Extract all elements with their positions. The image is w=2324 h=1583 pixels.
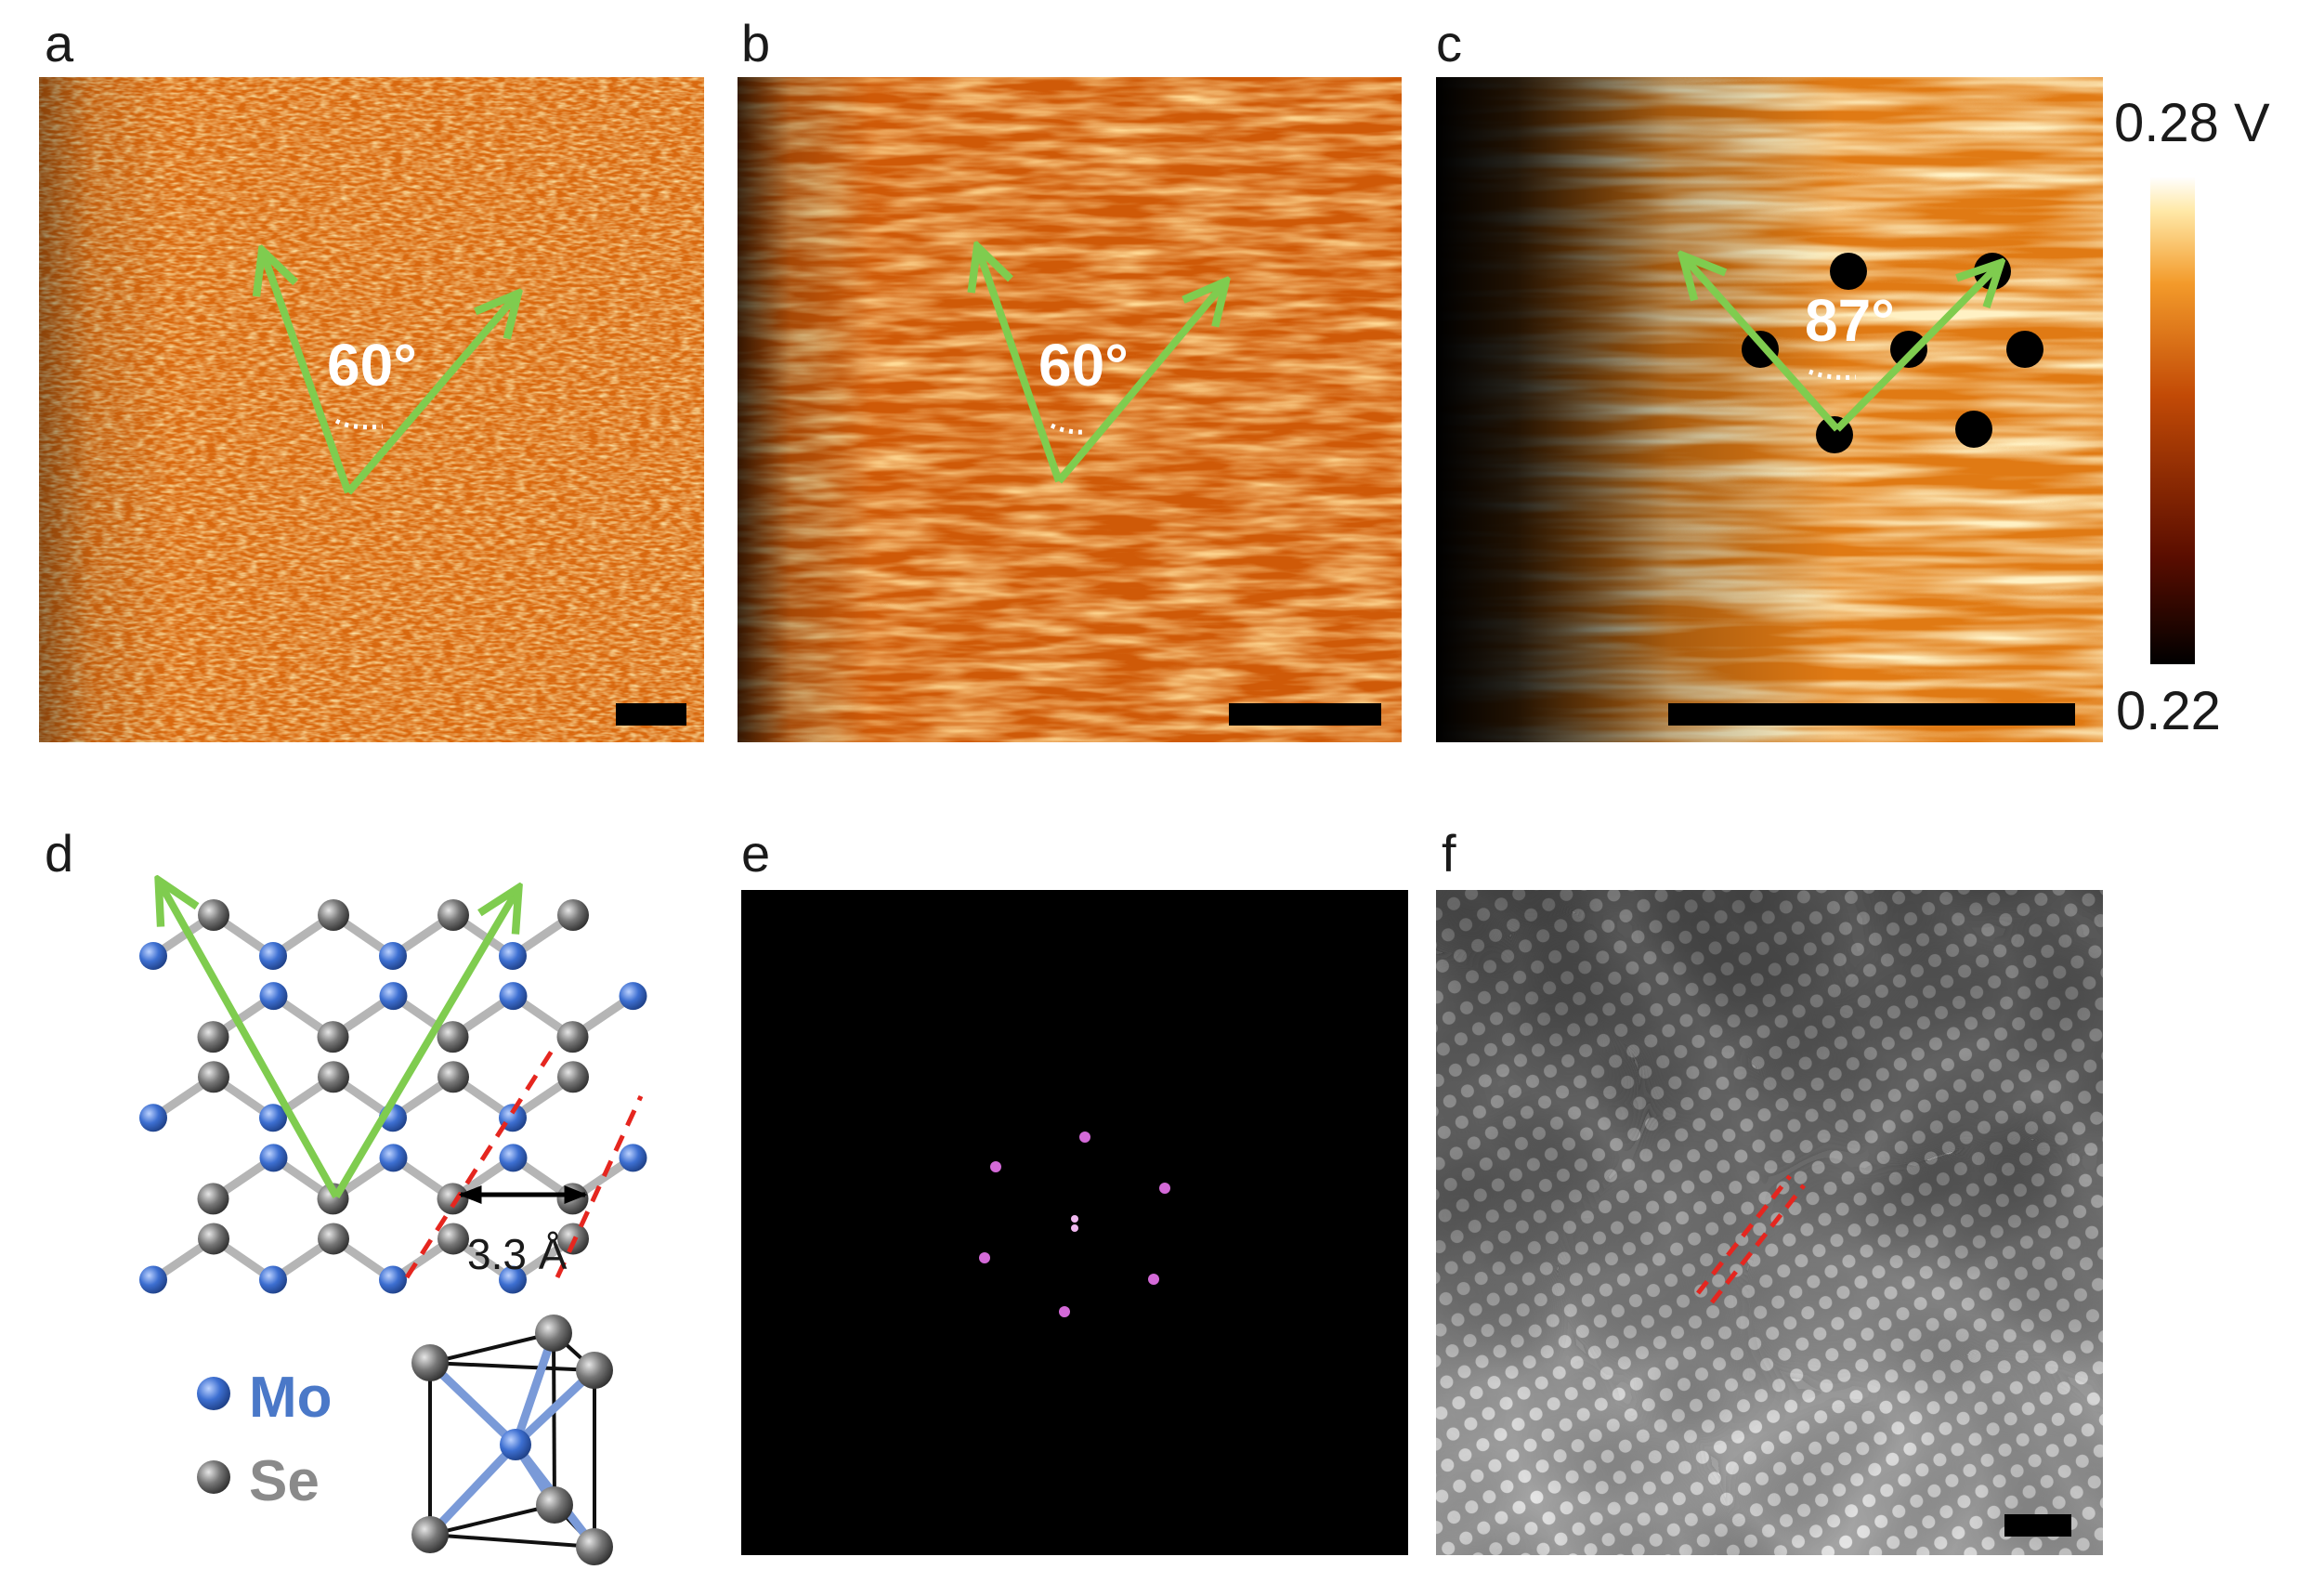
panel-e: e xyxy=(741,824,1408,1555)
se-atom xyxy=(437,1061,469,1093)
mo-atom xyxy=(379,942,407,970)
angle-label-a: 60° xyxy=(327,332,417,399)
stm-image-a xyxy=(39,77,704,742)
se-atom xyxy=(317,1021,349,1053)
mo-atom xyxy=(379,1265,407,1294)
fft-spots xyxy=(979,1132,1170,1317)
trigonal-prism-diagram xyxy=(411,1315,613,1565)
mo-atom xyxy=(379,982,408,1011)
scale-bar-b xyxy=(1229,703,1381,726)
panel-label-d: d xyxy=(45,824,73,883)
panel-label-a: a xyxy=(45,14,74,72)
stm-image-c xyxy=(1436,77,2103,742)
mo-atom xyxy=(259,942,287,970)
mo-atom xyxy=(499,1265,527,1294)
scale-bar-c xyxy=(1668,703,2075,726)
mo-atom xyxy=(259,1104,287,1132)
panel-f: f xyxy=(1436,824,2103,1555)
mo-atom xyxy=(139,942,167,970)
se-atom xyxy=(318,899,349,931)
mo-atom xyxy=(139,1265,167,1294)
se-atom xyxy=(437,1183,469,1215)
se-atom xyxy=(437,1021,469,1053)
angle-arc-a xyxy=(334,418,384,430)
se-atom xyxy=(318,1223,349,1255)
se-atom xyxy=(318,1061,349,1093)
panel-b: b 60° xyxy=(738,14,1402,742)
se-atom xyxy=(437,899,469,931)
se-atom xyxy=(556,1183,589,1215)
panel-label-c: c xyxy=(1436,14,1462,72)
mo-atom xyxy=(259,982,288,1011)
lattice-arrows-b xyxy=(978,249,1224,484)
se-atom xyxy=(557,1061,589,1093)
plane-lines-f xyxy=(1696,1174,1806,1304)
se-atom xyxy=(198,1061,229,1093)
mo-atom xyxy=(379,1144,408,1172)
panel-label-e: e xyxy=(741,824,770,883)
panel-c: c 87° xyxy=(1436,14,2103,742)
se-atom xyxy=(556,1021,589,1053)
mo-atom xyxy=(499,1144,528,1172)
lattice-arrows-a xyxy=(263,253,516,495)
se-legend-icon xyxy=(197,1460,230,1494)
angle-arc-c xyxy=(1808,369,1857,380)
se-atom xyxy=(198,899,229,931)
colorbar: 0.28 V 0.22 xyxy=(2114,93,2270,741)
stm-image-b xyxy=(738,77,1402,742)
mo-atom xyxy=(619,1144,647,1172)
mo-legend-icon xyxy=(197,1377,230,1410)
angle-label-c: 87° xyxy=(1805,287,1895,354)
lattice-arrows-d xyxy=(160,883,517,1199)
panel-label-f: f xyxy=(1442,824,1456,883)
se-atom xyxy=(197,1183,229,1215)
mo-atom xyxy=(499,982,528,1011)
plane-lines-d xyxy=(404,1043,644,1279)
angle-arc-b xyxy=(1050,423,1086,435)
angle-label-b: 60° xyxy=(1038,332,1129,399)
legend-se-label: Se xyxy=(249,1449,320,1513)
se-atom xyxy=(437,1223,469,1255)
mo-atom xyxy=(259,1144,288,1172)
legend-mo-label: Mo xyxy=(249,1366,333,1430)
se-atom xyxy=(198,1223,229,1255)
mo-atom xyxy=(259,1265,287,1294)
lattice-arrows-c xyxy=(1684,257,1999,432)
mo-atom xyxy=(139,1104,167,1132)
se-atom xyxy=(557,899,589,931)
colorbar-gradient xyxy=(2150,177,2195,664)
distance-label: 3.3 Å xyxy=(467,1230,568,1278)
mo-atom xyxy=(619,982,647,1011)
scale-bar-f xyxy=(2004,1514,2071,1537)
tem-image xyxy=(1436,890,2103,1555)
panel-d: d 3.3 Å Mo Se xyxy=(45,824,647,1565)
panel-label-b: b xyxy=(741,14,770,72)
scale-bar-a xyxy=(616,703,686,726)
mo-atom xyxy=(499,942,527,970)
colorbar-max-label: 0.28 V xyxy=(2114,93,2270,153)
colorbar-min-label: 0.22 xyxy=(2116,681,2221,741)
panel-a: a 60° xyxy=(39,14,704,742)
se-atom xyxy=(197,1021,229,1053)
